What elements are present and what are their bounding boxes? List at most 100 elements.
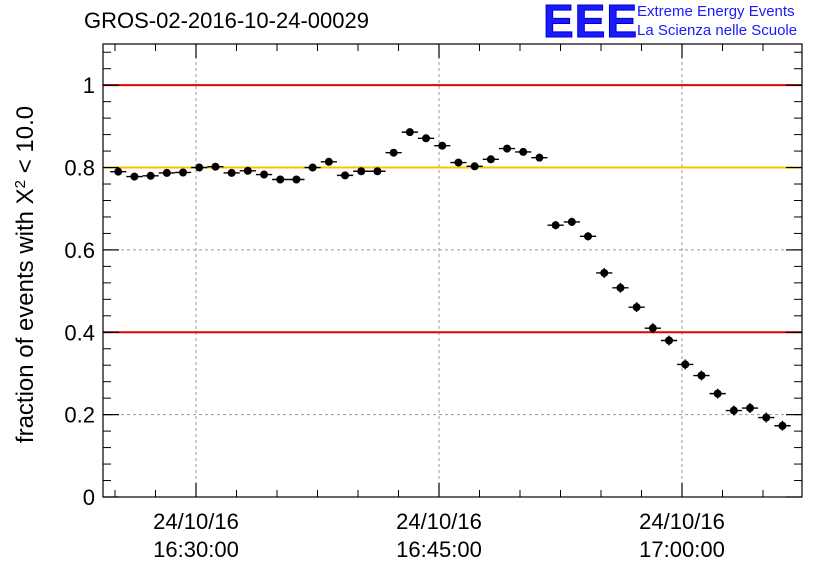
x-tick-date-label: 24/10/16: [396, 509, 482, 534]
data-marker: [746, 404, 755, 413]
data-marker: [389, 148, 398, 157]
data-marker: [162, 168, 171, 177]
data-marker: [405, 128, 414, 137]
data-marker: [341, 171, 350, 180]
data-point: [304, 163, 321, 172]
data-marker: [503, 144, 512, 153]
data-point: [596, 268, 613, 278]
chart-title: GROS-02-2016-10-24-00029: [84, 8, 369, 33]
data-marker: [616, 283, 625, 292]
grid-lines: [103, 44, 802, 497]
data-point: [612, 282, 629, 293]
y-tick-label: 0: [83, 485, 95, 510]
data-marker: [567, 217, 576, 226]
data-point: [677, 359, 694, 370]
data-point: [741, 403, 759, 413]
y-axis-label: fraction of events with X2 < 10.0: [12, 106, 40, 443]
data-point: [725, 405, 742, 416]
data-point: [353, 167, 370, 176]
data-marker: [648, 324, 657, 333]
plot-frame: [102, 43, 803, 498]
data-marker: [324, 157, 333, 166]
data-point: [579, 232, 597, 241]
data-marker: [130, 172, 139, 181]
data-marker: [276, 175, 285, 184]
data-point: [660, 335, 678, 346]
data-marker: [729, 406, 738, 415]
data-point: [531, 153, 548, 162]
data-marker: [179, 168, 188, 177]
data-marker: [211, 162, 220, 171]
data-point: [563, 217, 580, 227]
data-marker: [486, 155, 495, 164]
y-axis-label-main: fraction of events with X: [12, 188, 39, 443]
data-point: [709, 388, 726, 399]
x-axis-ticks: 24/10/16 16:30:00 24/10/16 16:45:00 24/10/16…: [114, 44, 764, 562]
data-point: [320, 157, 337, 166]
data-point: [369, 167, 386, 176]
data-marker: [584, 232, 593, 241]
data-marker: [697, 371, 706, 380]
data-point: [498, 144, 516, 153]
data-point: [174, 168, 192, 177]
y-axis-label-tail: < 10.0: [12, 106, 39, 180]
data-marker: [260, 170, 269, 179]
data-marker: [600, 268, 609, 277]
eee-logo-mark: EEE: [542, 0, 639, 48]
data-point: [628, 302, 645, 313]
y-tick-label: 0.8: [64, 156, 95, 181]
data-point: [693, 370, 710, 381]
data-marker: [470, 162, 479, 171]
data-marker: [632, 303, 641, 312]
data-marker: [292, 175, 301, 184]
data-point: [207, 162, 224, 171]
data-marker: [762, 413, 771, 422]
data-marker: [308, 163, 317, 172]
y-tick-label: 1: [83, 73, 95, 98]
y-axis-ticks: 0 0.2 0.4 0.6 0.8 1: [64, 51, 802, 510]
data-marker: [535, 153, 544, 162]
data-marker: [551, 221, 560, 230]
data-marker: [778, 421, 787, 430]
data-point: [223, 168, 240, 177]
data-point: [110, 167, 127, 176]
data-marker: [454, 158, 463, 167]
data-point: [774, 420, 791, 431]
data-point: [515, 147, 532, 156]
data-point: [482, 155, 499, 164]
reference-lines: [103, 84, 802, 334]
data-marker: [357, 167, 366, 176]
data-marker: [422, 134, 431, 143]
y-tick-label: 0.2: [64, 403, 95, 428]
x-tick-time-label: 16:45:00: [396, 537, 482, 562]
x-tick-time-label: 17:00:00: [639, 537, 725, 562]
data-point: [126, 172, 143, 181]
data-marker: [146, 171, 155, 180]
data-point: [758, 412, 775, 423]
data-marker: [227, 168, 236, 177]
x-tick-date-label: 24/10/16: [153, 509, 239, 534]
y-tick-label: 0.6: [64, 238, 95, 263]
data-points: [110, 128, 791, 431]
data-point: [547, 221, 564, 230]
data-point: [401, 128, 418, 137]
data-point: [191, 163, 208, 172]
data-point: [255, 170, 273, 179]
data-marker: [681, 360, 690, 369]
data-marker: [519, 147, 528, 156]
y-axis-label-superscript: 2: [12, 180, 29, 188]
data-point: [385, 148, 402, 157]
data-marker: [438, 141, 447, 150]
x-tick-date-label: 24/10/16: [639, 509, 725, 534]
logo-line-2: La Scienza nelle Scuole: [637, 22, 798, 39]
x-tick-time-label: 16:30:00: [153, 537, 239, 562]
data-point: [336, 171, 354, 180]
logo-line-1: Extreme Energy Events: [637, 3, 795, 20]
data-point: [239, 166, 256, 175]
data-marker: [665, 336, 674, 345]
data-point: [158, 168, 175, 177]
data-point: [272, 175, 289, 184]
data-marker: [713, 389, 722, 398]
data-marker: [114, 167, 123, 176]
